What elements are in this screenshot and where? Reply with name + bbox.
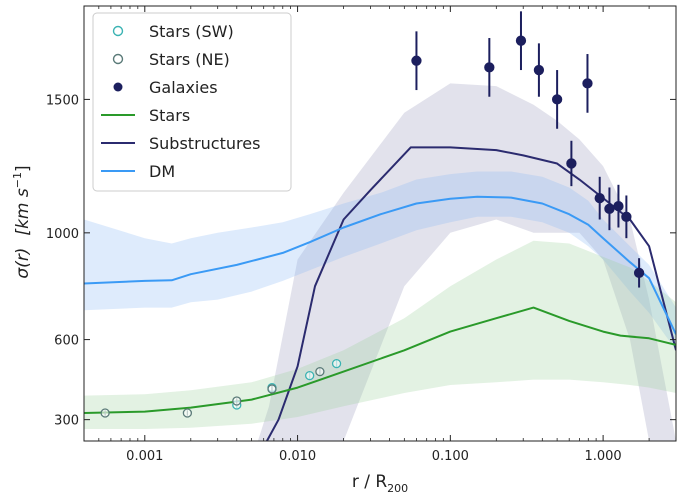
legend-swatch — [112, 53, 124, 65]
legend-label: Stars (SW) — [149, 22, 234, 41]
legend-swatch — [113, 82, 123, 92]
x-tick-label: 0.010 — [279, 449, 316, 464]
point-galaxies — [594, 176, 605, 220]
marker — [621, 211, 632, 222]
point-galaxies — [515, 11, 527, 71]
y-tick-label: 1500 — [46, 93, 79, 108]
legend-item-stars-ne: Stars (NE) — [112, 50, 230, 69]
point-galaxies — [582, 54, 593, 113]
legend-label: Galaxies — [149, 78, 218, 97]
legend-swatch — [112, 25, 124, 37]
y-tick-label: 300 — [54, 414, 79, 429]
band-stars — [84, 240, 676, 429]
point-galaxies — [533, 43, 545, 97]
legend-label: Stars (NE) — [149, 50, 230, 69]
y-axis-label: σ(r)[km s−1] — [11, 165, 33, 278]
marker — [594, 192, 605, 204]
y-axis-ticks: 300 600 1000 1500 — [46, 93, 676, 429]
marker — [267, 384, 277, 394]
x-tick-label: 0.001 — [126, 449, 163, 464]
marker — [633, 267, 645, 279]
point-stars-ne — [315, 366, 325, 377]
point-stars-ne — [232, 396, 242, 406]
marker — [331, 358, 342, 369]
marker — [551, 94, 563, 105]
y-tick-label: 1000 — [46, 227, 79, 242]
legend-item-galaxies: Galaxies — [113, 78, 218, 97]
point-stars-ne — [267, 384, 277, 394]
line-stars — [84, 306, 676, 414]
marker — [582, 78, 593, 89]
point-stars-ne — [100, 408, 110, 418]
legend: Stars (SW) Stars (NE) Galaxies Stars Substru… — [92, 12, 292, 192]
point-galaxies — [613, 184, 624, 228]
marker — [315, 366, 325, 377]
marker — [411, 55, 422, 66]
point-galaxies — [621, 195, 632, 239]
point-galaxies — [551, 70, 563, 129]
point-galaxies — [566, 140, 577, 187]
band-dm — [84, 171, 676, 351]
x-tick-label: 1.000 — [584, 449, 621, 464]
legend-label: DM — [149, 162, 175, 181]
marker — [515, 35, 527, 46]
marker — [232, 396, 242, 406]
legend-item-stars: Stars — [101, 106, 190, 125]
point-galaxies — [484, 38, 495, 97]
point-stars-sw — [331, 358, 342, 369]
legend-item-stars-sw: Stars (SW) — [112, 22, 234, 41]
x-axis-label: r / R200 — [352, 472, 408, 495]
marker — [305, 370, 315, 381]
y-tick-label: 600 — [54, 334, 79, 349]
marker — [566, 158, 577, 169]
point-stars-ne — [182, 408, 193, 418]
marker — [100, 408, 110, 418]
legend-label: Stars — [149, 106, 190, 125]
data-points — [100, 11, 645, 418]
point-galaxies — [411, 31, 422, 91]
marker — [533, 64, 545, 76]
x-axis-ticks: 0.001 0.010 0.100 1.000 — [83, 6, 677, 464]
plot-frame — [83, 5, 677, 442]
marker — [604, 203, 615, 214]
point-galaxies — [604, 187, 615, 231]
x-tick-label: 0.100 — [432, 449, 469, 464]
line-dm — [84, 195, 676, 335]
marker — [484, 62, 495, 73]
legend-item-substructures: Substructures — [101, 134, 260, 153]
marker — [613, 201, 624, 212]
legend-label: Substructures — [149, 134, 260, 153]
legend-item-dm: DM — [101, 162, 175, 181]
point-galaxies — [633, 258, 645, 288]
marker — [182, 408, 193, 418]
point-stars-sw — [305, 370, 315, 381]
legend-box — [92, 12, 292, 192]
